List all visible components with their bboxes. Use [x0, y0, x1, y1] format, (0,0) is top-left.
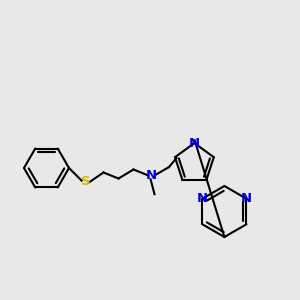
- Text: S: S: [81, 175, 90, 188]
- Text: N: N: [197, 192, 208, 205]
- Text: N: N: [146, 169, 157, 182]
- Text: N: N: [189, 136, 200, 150]
- Text: N: N: [241, 192, 252, 205]
